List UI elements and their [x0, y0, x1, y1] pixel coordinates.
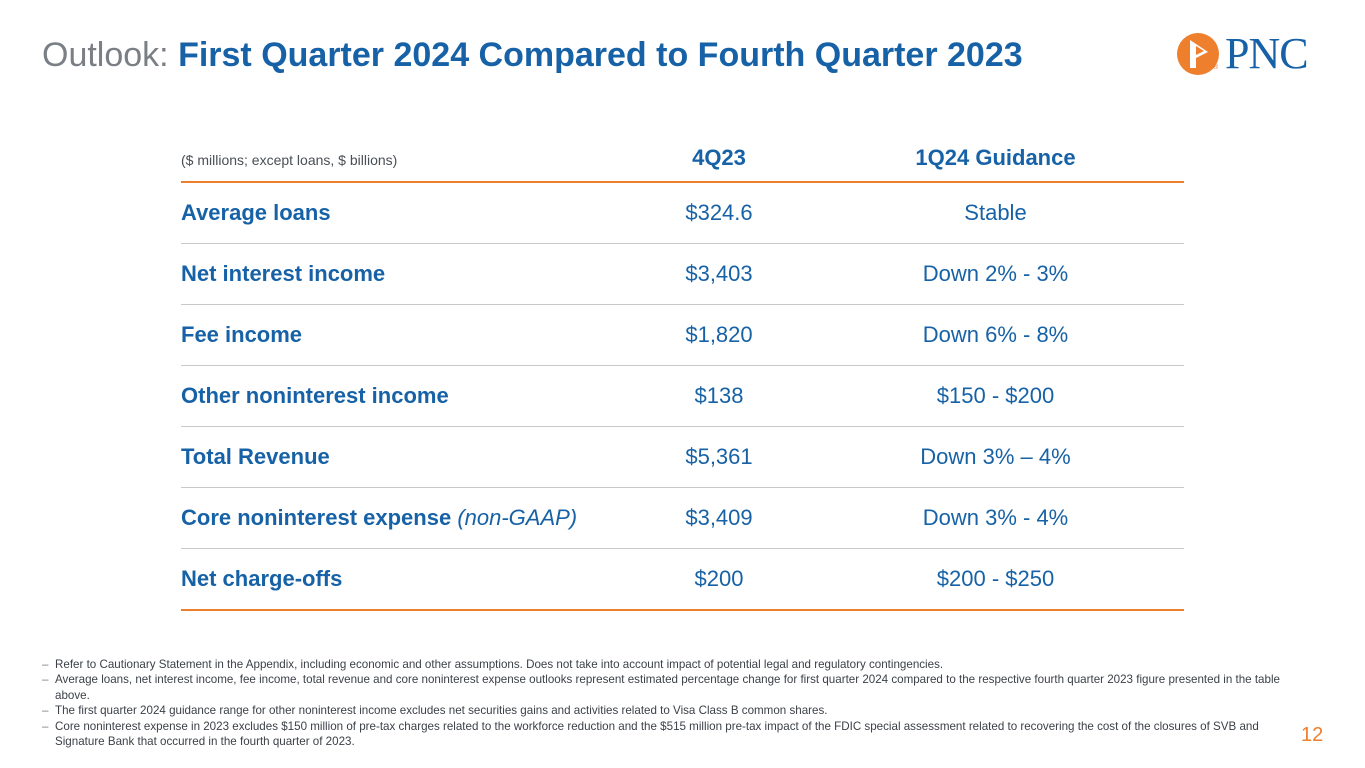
row-label: Core noninterest expense (non-GAAP): [181, 487, 631, 549]
unit-label: ($ millions; except loans, $ billions): [181, 135, 631, 183]
row-label-text: Net interest income: [181, 261, 386, 286]
row-guidance-value: Stable: [807, 182, 1184, 244]
table-row: Core noninterest expense (non-GAAP) $3,4…: [181, 487, 1184, 549]
outlook-table: ($ millions; except loans, $ billions) 4…: [181, 135, 1184, 611]
row-label: Fee income: [181, 304, 631, 366]
row-guidance-value: Down 6% - 8%: [807, 304, 1184, 366]
row-guidance-value: Down 2% - 3%: [807, 243, 1184, 305]
row-guidance-value: $200 - $250: [807, 548, 1184, 611]
table-row: Net charge-offs $200 $200 - $250: [181, 548, 1184, 611]
footnote: Core noninterest expense in 2023 exclude…: [42, 719, 1287, 750]
row-4q23-value: $1,820: [631, 304, 807, 366]
column-4q23: 4Q23: [631, 135, 807, 183]
footnote: Average loans, net interest income, fee …: [42, 672, 1287, 703]
row-label: Net interest income: [181, 243, 631, 305]
footnotes: Refer to Cautionary Statement in the App…: [42, 657, 1287, 749]
row-4q23-value: $324.6: [631, 182, 807, 244]
row-4q23-value: $138: [631, 365, 807, 427]
table-row: Net interest income $3,403 Down 2% - 3%: [181, 243, 1184, 305]
table-row: Fee income $1,820 Down 6% - 8%: [181, 304, 1184, 366]
page-title: Outlook: First Quarter 2024 Compared to …: [42, 30, 1023, 80]
page-number: 12: [1301, 724, 1324, 746]
table-header-row: ($ millions; except loans, $ billions) 4…: [181, 135, 1184, 183]
row-label-text: Net charge-offs: [181, 566, 343, 591]
row-guidance-value: $150 - $200: [807, 365, 1184, 427]
row-guidance-value: Down 3% - 4%: [807, 487, 1184, 549]
pnc-logo: ® PNC: [1175, 31, 1327, 77]
row-label: Average loans: [181, 182, 631, 244]
title-main: First Quarter 2024 Compared to Fourth Qu…: [178, 36, 1023, 74]
row-label-text: Average loans: [181, 200, 331, 225]
row-4q23-value: $5,361: [631, 426, 807, 488]
row-label: Other noninterest income: [181, 365, 631, 427]
footnote: The first quarter 2024 guidance range fo…: [42, 703, 1287, 719]
row-label-suffix: (non-GAAP): [457, 505, 578, 530]
table-row: Total Revenue $5,361 Down 3% – 4%: [181, 426, 1184, 488]
row-4q23-value: $3,409: [631, 487, 807, 549]
pnc-mark-icon: [1177, 33, 1219, 75]
table-row: Average loans $324.6 Stable: [181, 182, 1184, 244]
row-label-text: Other noninterest income: [181, 383, 449, 408]
title-prefix: Outlook:: [42, 36, 169, 74]
row-guidance-value: Down 3% – 4%: [807, 426, 1184, 488]
footnote: Refer to Cautionary Statement in the App…: [42, 657, 1287, 673]
row-4q23-value: $3,403: [631, 243, 807, 305]
row-label-text: Total Revenue: [181, 444, 330, 469]
row-label-text: Fee income: [181, 322, 303, 347]
row-label: Net charge-offs: [181, 548, 631, 611]
row-label-text: Core noninterest expense: [181, 505, 452, 530]
row-label: Total Revenue: [181, 426, 631, 488]
column-1q24-guidance: 1Q24 Guidance: [807, 135, 1184, 183]
row-4q23-value: $200: [631, 548, 807, 611]
table-row: Other noninterest income $138 $150 - $20…: [181, 365, 1184, 427]
registered-mark: ®: [1213, 64, 1219, 71]
pnc-wordmark: PNC: [1225, 29, 1309, 78]
